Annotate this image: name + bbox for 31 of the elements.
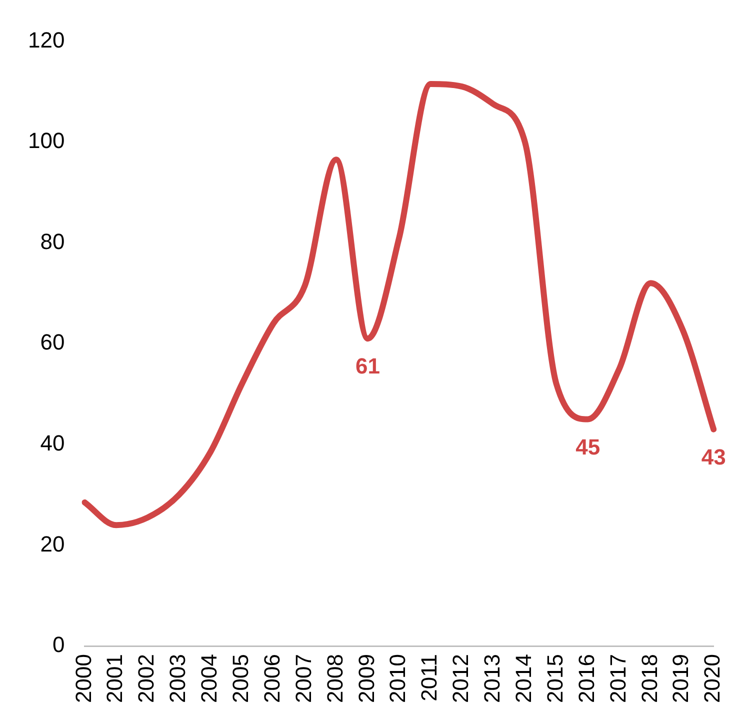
data-label: 61 <box>355 354 380 379</box>
data-label: 43 <box>701 444 726 470</box>
y-tick-label: 120 <box>28 27 65 52</box>
x-tick-label: 2017 <box>605 654 630 704</box>
x-tick-label: 2004 <box>196 654 222 704</box>
x-tick-label: 2019 <box>668 654 694 704</box>
x-tick-label: 2013 <box>480 654 505 704</box>
x-tick-label: 2006 <box>259 654 284 704</box>
y-tick-label: 100 <box>28 128 65 154</box>
x-tick-label: 2009 <box>354 654 379 704</box>
data-label: 45 <box>576 434 600 460</box>
x-tick-label: 2018 <box>636 654 662 704</box>
x-tick-label: 2015 <box>542 654 568 704</box>
x-tick-label: 2016 <box>574 654 599 704</box>
x-tick-label: 2001 <box>102 654 128 704</box>
x-tick-label: 2008 <box>322 654 348 704</box>
x-tick-label: 2003 <box>165 654 190 704</box>
x-tick-label: 2005 <box>228 654 253 704</box>
y-tick-label: 40 <box>40 430 65 456</box>
y-tick-label: 60 <box>40 330 65 355</box>
x-tick-label: 2007 <box>290 654 316 704</box>
y-tick-label: 0 <box>52 632 65 658</box>
x-tick-label: 2002 <box>134 654 159 704</box>
x-tick-label: 2011 <box>416 654 442 702</box>
x-tick-label: 2020 <box>700 654 725 704</box>
x-tick-label: 2010 <box>385 654 410 704</box>
x-tick-label: 2000 <box>70 654 96 704</box>
x-tick-label: 2014 <box>510 654 536 704</box>
x-tick-label: 2012 <box>448 654 474 704</box>
y-tick-label: 80 <box>40 228 65 254</box>
y-tick-label: 20 <box>40 531 65 556</box>
